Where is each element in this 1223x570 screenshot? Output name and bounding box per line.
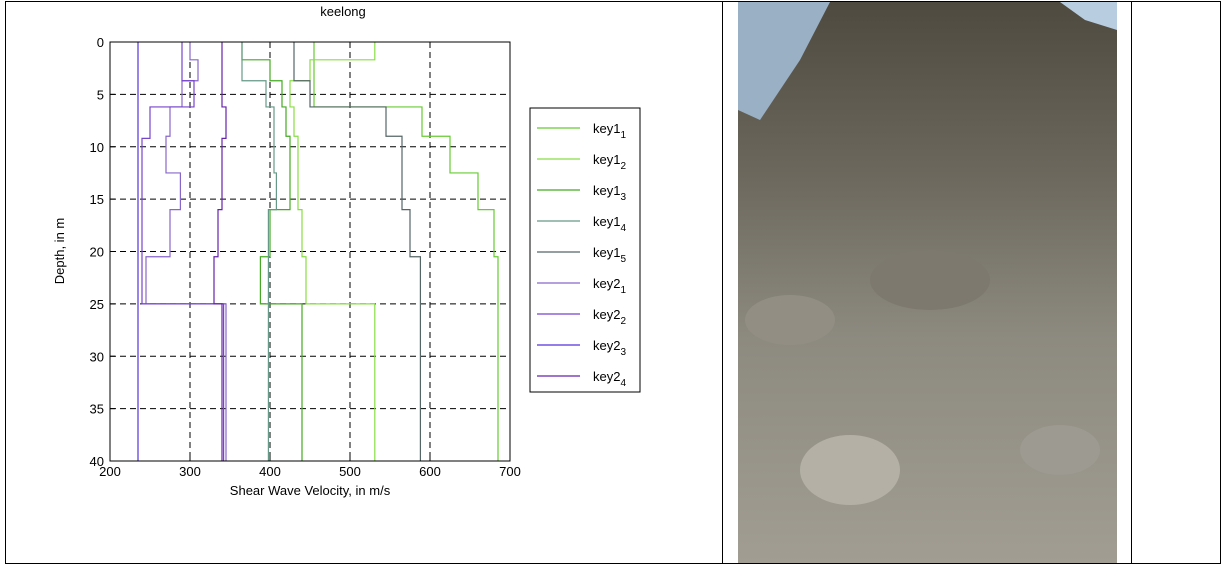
legend-subscript: 5 xyxy=(620,254,626,265)
legend-name: key1 xyxy=(593,121,620,136)
legend-label: key13 xyxy=(593,183,626,203)
legend-label: key22 xyxy=(593,307,626,327)
profile-line xyxy=(213,42,227,461)
legend-label: key14 xyxy=(593,214,626,234)
y-tick-label: 15 xyxy=(90,192,104,207)
legend-subscript: 4 xyxy=(620,223,626,234)
y-tick-label: 0 xyxy=(97,35,104,50)
table-border xyxy=(5,1,1221,564)
profile-line xyxy=(241,42,277,461)
legend-name: key1 xyxy=(593,183,620,198)
legend-name: key2 xyxy=(593,369,620,384)
legend-subscript: 2 xyxy=(620,316,626,327)
legend-label: key24 xyxy=(593,369,626,389)
x-tick-label: 300 xyxy=(179,464,201,479)
profile-line xyxy=(241,42,303,461)
x-axis-label: Shear Wave Velocity, in m/s xyxy=(230,483,391,498)
legend-name: key2 xyxy=(593,307,620,322)
y-tick-label: 35 xyxy=(90,402,104,417)
legend-name: key1 xyxy=(593,214,620,229)
y-tick-label: 10 xyxy=(90,140,104,155)
legend-subscript: 1 xyxy=(620,285,626,296)
legend-subscript: 2 xyxy=(620,161,626,172)
legend-name: key2 xyxy=(593,276,620,291)
chart-title: keelong xyxy=(320,4,366,19)
y-tick-label: 20 xyxy=(90,245,104,260)
legend-name: key2 xyxy=(593,338,620,353)
y-tick-label: 40 xyxy=(90,454,104,469)
legend-label: key12 xyxy=(593,152,626,172)
y-tick-label: 5 xyxy=(97,87,104,102)
legend-subscript: 4 xyxy=(620,378,626,389)
legend-label: key21 xyxy=(593,276,626,296)
legend-label: key15 xyxy=(593,245,626,265)
profile-line xyxy=(145,42,227,461)
legend-name: key1 xyxy=(593,152,620,167)
legend-subscript: 3 xyxy=(620,347,626,358)
y-axis-label: Depth, in m xyxy=(52,218,67,284)
x-tick-label: 500 xyxy=(339,464,361,479)
photo xyxy=(738,2,1117,563)
legend-subscript: 3 xyxy=(620,192,626,203)
legend-label: key23 xyxy=(593,338,626,358)
x-tick-label: 700 xyxy=(499,464,521,479)
profile-line xyxy=(293,42,421,461)
x-tick-label: 600 xyxy=(419,464,441,479)
legend-label: key11 xyxy=(593,121,626,141)
y-tick-label: 30 xyxy=(90,349,104,364)
legend-name: key1 xyxy=(593,245,620,260)
profile-line xyxy=(141,42,225,461)
y-tick-label: 25 xyxy=(90,297,104,312)
x-tick-label: 400 xyxy=(259,464,281,479)
profile-line xyxy=(313,42,499,461)
x-tick-label: 200 xyxy=(99,464,121,479)
plot-area xyxy=(109,41,511,462)
profile-line xyxy=(289,42,376,461)
legend-subscript: 1 xyxy=(620,130,626,141)
